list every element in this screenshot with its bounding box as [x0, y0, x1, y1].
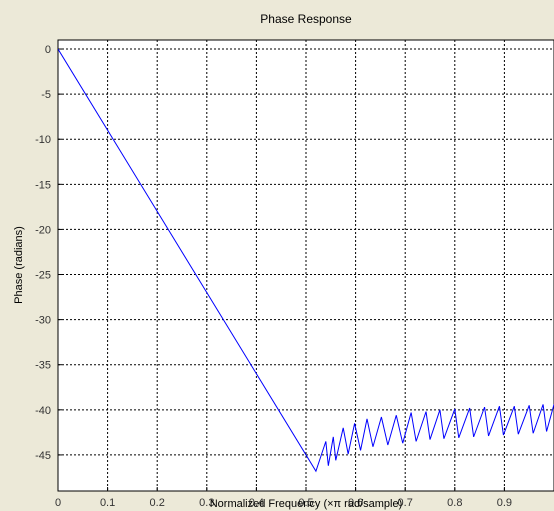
y-axis-label: Phase (radians) [13, 226, 25, 304]
x-tick-label: 0.1 [100, 497, 115, 509]
y-tick-label: -40 [35, 405, 51, 417]
y-tick-label: -15 [35, 179, 51, 191]
x-tick-label: 0.2 [150, 497, 165, 509]
y-tick-label: -5 [41, 89, 51, 101]
x-tick-label: 0.5 [298, 497, 313, 509]
x-tick-label: 0.6 [348, 497, 363, 509]
y-tick-label: -45 [35, 450, 51, 462]
x-tick-label: 0.8 [447, 497, 462, 509]
grid [58, 40, 554, 491]
phase-series-line [58, 48, 554, 473]
x-tick-label: 0.7 [398, 497, 413, 509]
x-ticks: 0 0.1 0.2 0.3 0.4 0.5 0.6 0.7 0.8 0.9 [55, 487, 512, 509]
series [58, 48, 554, 473]
y-tick-label: 0 [45, 44, 51, 56]
x-tick-label: 0.9 [497, 497, 512, 509]
y-ticks: 0 -5 -10 -15 -20 -25 -30 -35 -40 -45 [35, 44, 62, 462]
x-tick-label: 0.3 [199, 497, 214, 509]
y-tick-label: -35 [35, 360, 51, 372]
chart-title: Phase Response [260, 12, 352, 26]
y-tick-label: -30 [35, 315, 51, 327]
y-tick-label: -20 [35, 224, 51, 236]
y-tick-label: -10 [35, 134, 51, 146]
x-tick-label: 0.4 [249, 497, 264, 509]
x-axis-label: Normalized Frequency (×π rad/sample) [210, 498, 403, 510]
x-tick-label: 0 [55, 497, 61, 509]
y-tick-label: -25 [35, 270, 51, 282]
